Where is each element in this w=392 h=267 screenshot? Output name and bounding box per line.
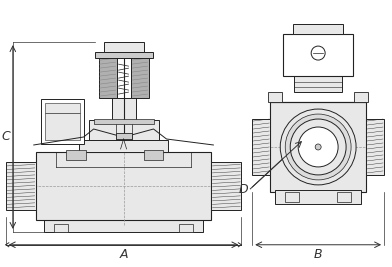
Bar [103, 42, 143, 52]
Bar [211, 162, 241, 210]
Bar [112, 98, 136, 120]
Bar [45, 113, 80, 140]
Bar [252, 119, 270, 175]
Bar [44, 218, 203, 232]
Bar [337, 192, 351, 202]
Bar [116, 58, 131, 98]
Bar [283, 34, 353, 76]
Bar [268, 92, 282, 102]
Circle shape [290, 119, 346, 175]
Bar [45, 103, 80, 113]
Bar [94, 52, 152, 58]
Bar [354, 92, 368, 102]
Circle shape [311, 46, 325, 60]
Bar [99, 58, 116, 98]
Bar [66, 150, 86, 160]
Bar [41, 99, 83, 144]
Bar [89, 120, 158, 140]
Text: C: C [1, 131, 10, 143]
Circle shape [285, 114, 351, 180]
Bar [366, 119, 384, 175]
Circle shape [298, 127, 338, 167]
Bar [293, 24, 343, 34]
Circle shape [280, 109, 356, 185]
Bar [294, 76, 342, 92]
Bar [54, 224, 68, 232]
Bar [94, 119, 154, 124]
Bar [36, 152, 211, 220]
Bar [6, 162, 36, 210]
Bar [79, 140, 169, 152]
Bar [270, 102, 366, 192]
Circle shape [315, 144, 321, 150]
Text: D: D [239, 183, 248, 197]
Bar [285, 192, 299, 202]
Text: B: B [314, 248, 323, 261]
Bar [180, 224, 193, 232]
Bar [275, 190, 361, 204]
Bar [131, 58, 149, 98]
Bar [116, 133, 132, 139]
Text: A: A [119, 248, 128, 261]
Bar [143, 150, 163, 160]
